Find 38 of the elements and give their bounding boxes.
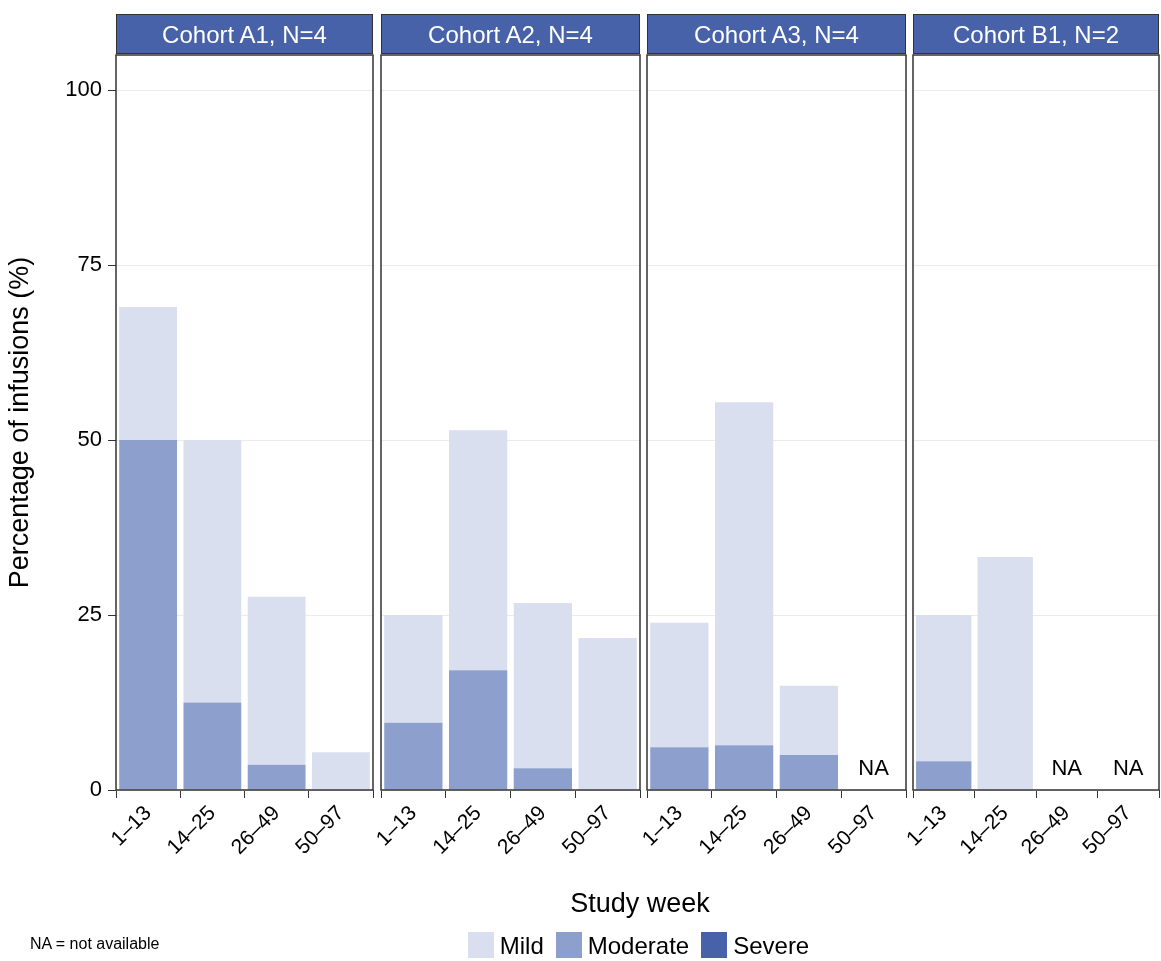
y-tick-label: 50 xyxy=(77,426,102,452)
annotation: NA xyxy=(1112,755,1144,781)
x-axis-title: Study week xyxy=(569,888,711,919)
chart-title: Cohort A2, N=4 xyxy=(381,14,640,54)
y-tick-label: 0 xyxy=(89,776,102,802)
bar xyxy=(513,603,573,769)
bar xyxy=(384,722,443,790)
text: NA = not available xyxy=(30,935,160,953)
bar xyxy=(448,430,508,671)
y-tick-label: 75 xyxy=(77,251,102,277)
bar xyxy=(384,615,443,723)
bar xyxy=(247,764,306,790)
bar xyxy=(183,702,242,790)
bar xyxy=(650,747,709,790)
bar xyxy=(119,307,178,440)
chart-title: Cohort A1, N=4 xyxy=(116,14,373,54)
bar xyxy=(247,596,306,765)
legend-label: Severe xyxy=(732,932,810,960)
annotation: NA xyxy=(1051,755,1083,781)
chart-title: Cohort B1, N=2 xyxy=(913,14,1159,54)
bar xyxy=(311,752,370,790)
y-axis-title: Percentage of infusions (%) xyxy=(3,256,34,589)
bar xyxy=(119,440,178,790)
bar xyxy=(578,638,637,790)
legend-label: Moderate xyxy=(586,932,690,960)
bar xyxy=(714,745,774,790)
bar xyxy=(183,440,242,703)
legend-label: Mild xyxy=(498,932,544,960)
bar xyxy=(779,755,839,790)
bar xyxy=(779,685,839,755)
bar xyxy=(714,402,774,746)
bar xyxy=(448,670,508,790)
chart-title: Cohort A3, N=4 xyxy=(647,14,906,54)
bar xyxy=(650,622,709,748)
bar xyxy=(513,768,573,790)
y-tick-label: 25 xyxy=(77,601,102,627)
y-tick-label: 100 xyxy=(65,76,102,102)
annotation: NA xyxy=(858,755,890,781)
